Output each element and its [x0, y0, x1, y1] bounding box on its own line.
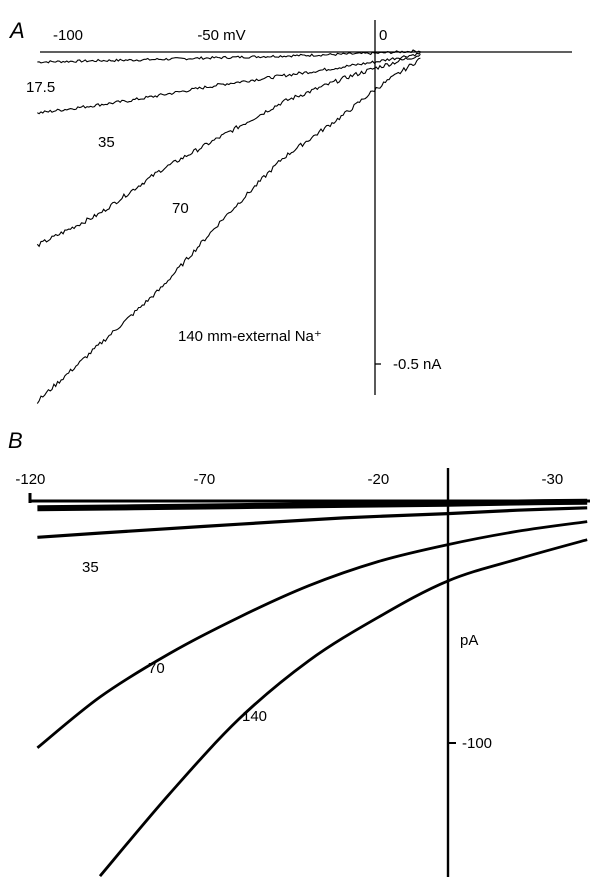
panel-b-curve-17-5: [37, 498, 588, 512]
panel-b-x-tick-label: -120: [15, 471, 45, 488]
panel-b-x-tick-label: -30: [542, 471, 564, 488]
panel-b-labels: -120 -70 -20 -30 -100 pA 35 70 140: [15, 471, 563, 752]
panel-a-labels: -100 -50 mV 0 -0.5 nA 17.5 35 70 140 mm-externa…: [26, 27, 441, 373]
panel-a-curve-70: [36, 53, 421, 248]
panel-a-curve-35: [37, 52, 421, 115]
panel-b-curve-35: [37, 506, 588, 539]
panel-b-letter: B: [8, 428, 23, 453]
panel-a-series-label-35: 35: [98, 134, 115, 151]
panel-b-y-axis-label: pA: [460, 632, 478, 649]
panel-a-x-tick-label: -50 mV: [197, 27, 245, 44]
panel-a-letter: A: [8, 18, 25, 43]
panel-b-series-label-140: 140: [242, 708, 267, 725]
panel-b-curve-70: [36, 520, 588, 749]
panel-b-curves: [36, 498, 588, 877]
panel-b-axes: [28, 468, 590, 877]
panel-b-x-tick-label: -20: [368, 471, 390, 488]
panel-a-curves: [36, 49, 421, 404]
panel-a-series-label-140-mm-external-na: 140 mm-external Na⁺: [178, 328, 322, 345]
panel-a-series-label-70: 70: [172, 200, 189, 217]
panel-a: A -100 -50 mV 0 -0.5 nA 17.5 35 70 140 mm-exter…: [8, 18, 572, 404]
panel-b-series-label-35: 35: [82, 559, 99, 576]
panel-a-x-tick-label: -100: [53, 27, 83, 44]
panel-b-series-label-70: 70: [148, 660, 165, 677]
panel-a-axes: [40, 20, 572, 395]
panel-b-y-tick-label: -100: [462, 735, 492, 752]
panel-b-curve-140: [98, 538, 588, 877]
panel-a-x-tick-label: 0: [379, 27, 387, 44]
panel-a-series-label-17-5: 17.5: [26, 79, 55, 96]
panel-b-x-tick-label: -70: [194, 471, 216, 488]
panel-a-curve-17-5: [37, 49, 421, 64]
panel-a-curve-140-mm-external-na: [36, 57, 421, 404]
panel-b: B -120 -70 -20 -30 -100 pA 35 70 140: [8, 428, 590, 877]
panel-a-y-tick-label: -0.5 nA: [393, 356, 441, 373]
